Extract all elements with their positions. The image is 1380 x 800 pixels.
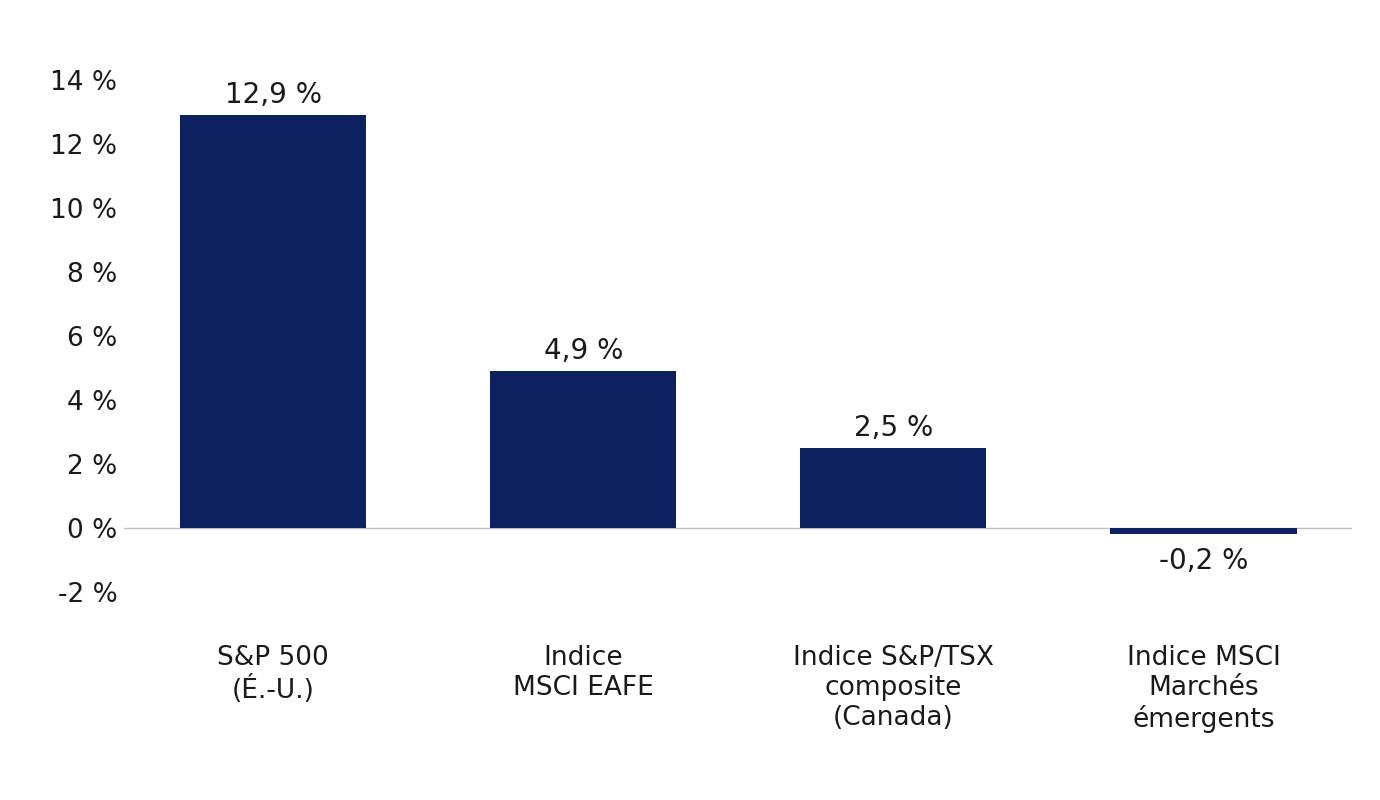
- Bar: [1111, 528, 1297, 534]
- Bar: [800, 448, 987, 528]
- Text: 12,9 %: 12,9 %: [225, 82, 322, 110]
- Text: -0,2 %: -0,2 %: [1159, 546, 1249, 574]
- Text: 2,5 %: 2,5 %: [854, 414, 933, 442]
- Bar: [179, 115, 366, 528]
- Text: 4,9 %: 4,9 %: [544, 338, 622, 366]
- Bar: [490, 371, 676, 528]
